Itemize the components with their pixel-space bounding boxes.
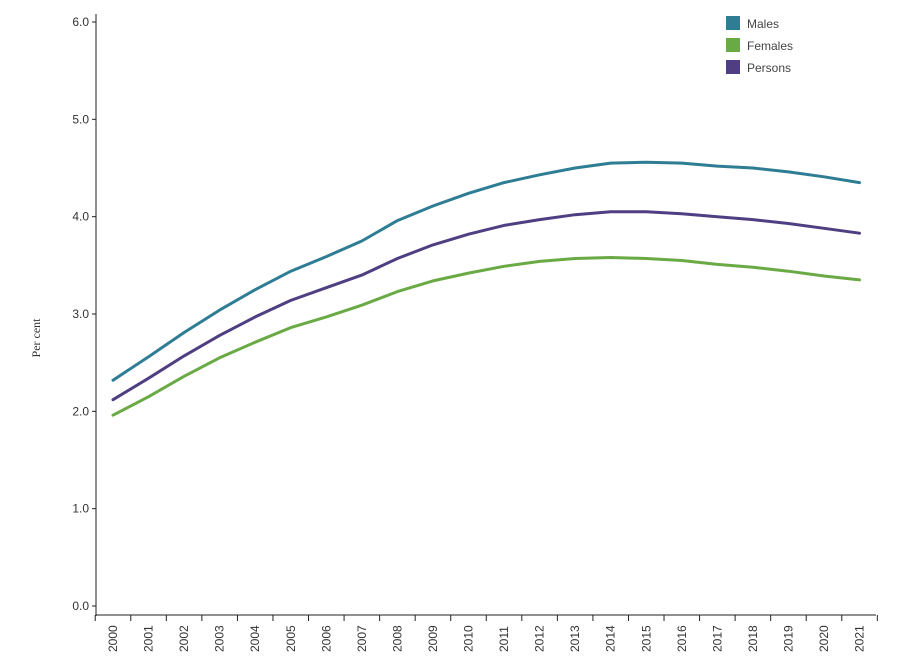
y-tick-label: 4.0: [72, 210, 89, 224]
legend-label-males: Males: [747, 17, 779, 31]
legend-swatch-males: [726, 16, 740, 30]
series-lines: [111, 160, 861, 417]
legend-swatch-females: [726, 38, 740, 52]
x-tick-label: 2018: [746, 625, 760, 652]
y-tick-label: 0.0: [72, 599, 89, 613]
x-tick-label: 2016: [675, 625, 689, 652]
x-tick-label: 2008: [390, 625, 404, 652]
series-line-persons: [111, 210, 861, 402]
y-tick-label: 1.0: [72, 502, 89, 516]
y-axis-title: Per cent: [29, 318, 43, 358]
x-tick-label: 2006: [319, 625, 333, 652]
x-tick-label: 2000: [106, 625, 120, 652]
y-tick-label: 2.0: [72, 404, 89, 418]
y-tick-label: 6.0: [72, 15, 89, 29]
x-tick-label: 2014: [604, 625, 618, 652]
legend-label-females: Females: [747, 39, 793, 53]
x-tick-label: 2011: [497, 626, 511, 652]
x-tick-label: 2020: [817, 625, 831, 652]
x-tick-label: 2005: [284, 625, 298, 652]
x-tick-label: 2017: [710, 625, 724, 652]
legend-label-persons: Persons: [747, 61, 791, 75]
x-tick-label: 2003: [213, 625, 227, 652]
x-tick-label: 2004: [248, 625, 262, 652]
x-tick-label: 2015: [639, 625, 653, 652]
series-line-females: [111, 256, 861, 417]
x-tick-label: 2010: [462, 625, 476, 652]
x-tick-label: 2001: [142, 625, 156, 652]
y-axis-ticks: 0.0 1.0 2.0 3.0 4.0 5.0 6.0: [72, 15, 96, 613]
x-tick-label: 2007: [355, 625, 369, 652]
x-tick-label: 2009: [426, 625, 440, 652]
y-tick-label: 5.0: [72, 112, 89, 126]
legend: Males Females Persons: [726, 16, 793, 75]
x-tick-label: 2012: [533, 625, 547, 652]
x-tick-label: 2021: [853, 625, 867, 652]
x-tick-label: 2013: [568, 625, 582, 652]
x-tick-label: 2019: [781, 625, 795, 652]
y-tick-label: 3.0: [72, 307, 89, 321]
x-axis-ticks: 2000 2001 2002 2003 2004 2005 2006 2007 2008 2009…: [94, 615, 878, 652]
series-line-males: [111, 160, 861, 382]
legend-swatch-persons: [726, 60, 740, 74]
x-tick-label: 2002: [177, 625, 191, 652]
